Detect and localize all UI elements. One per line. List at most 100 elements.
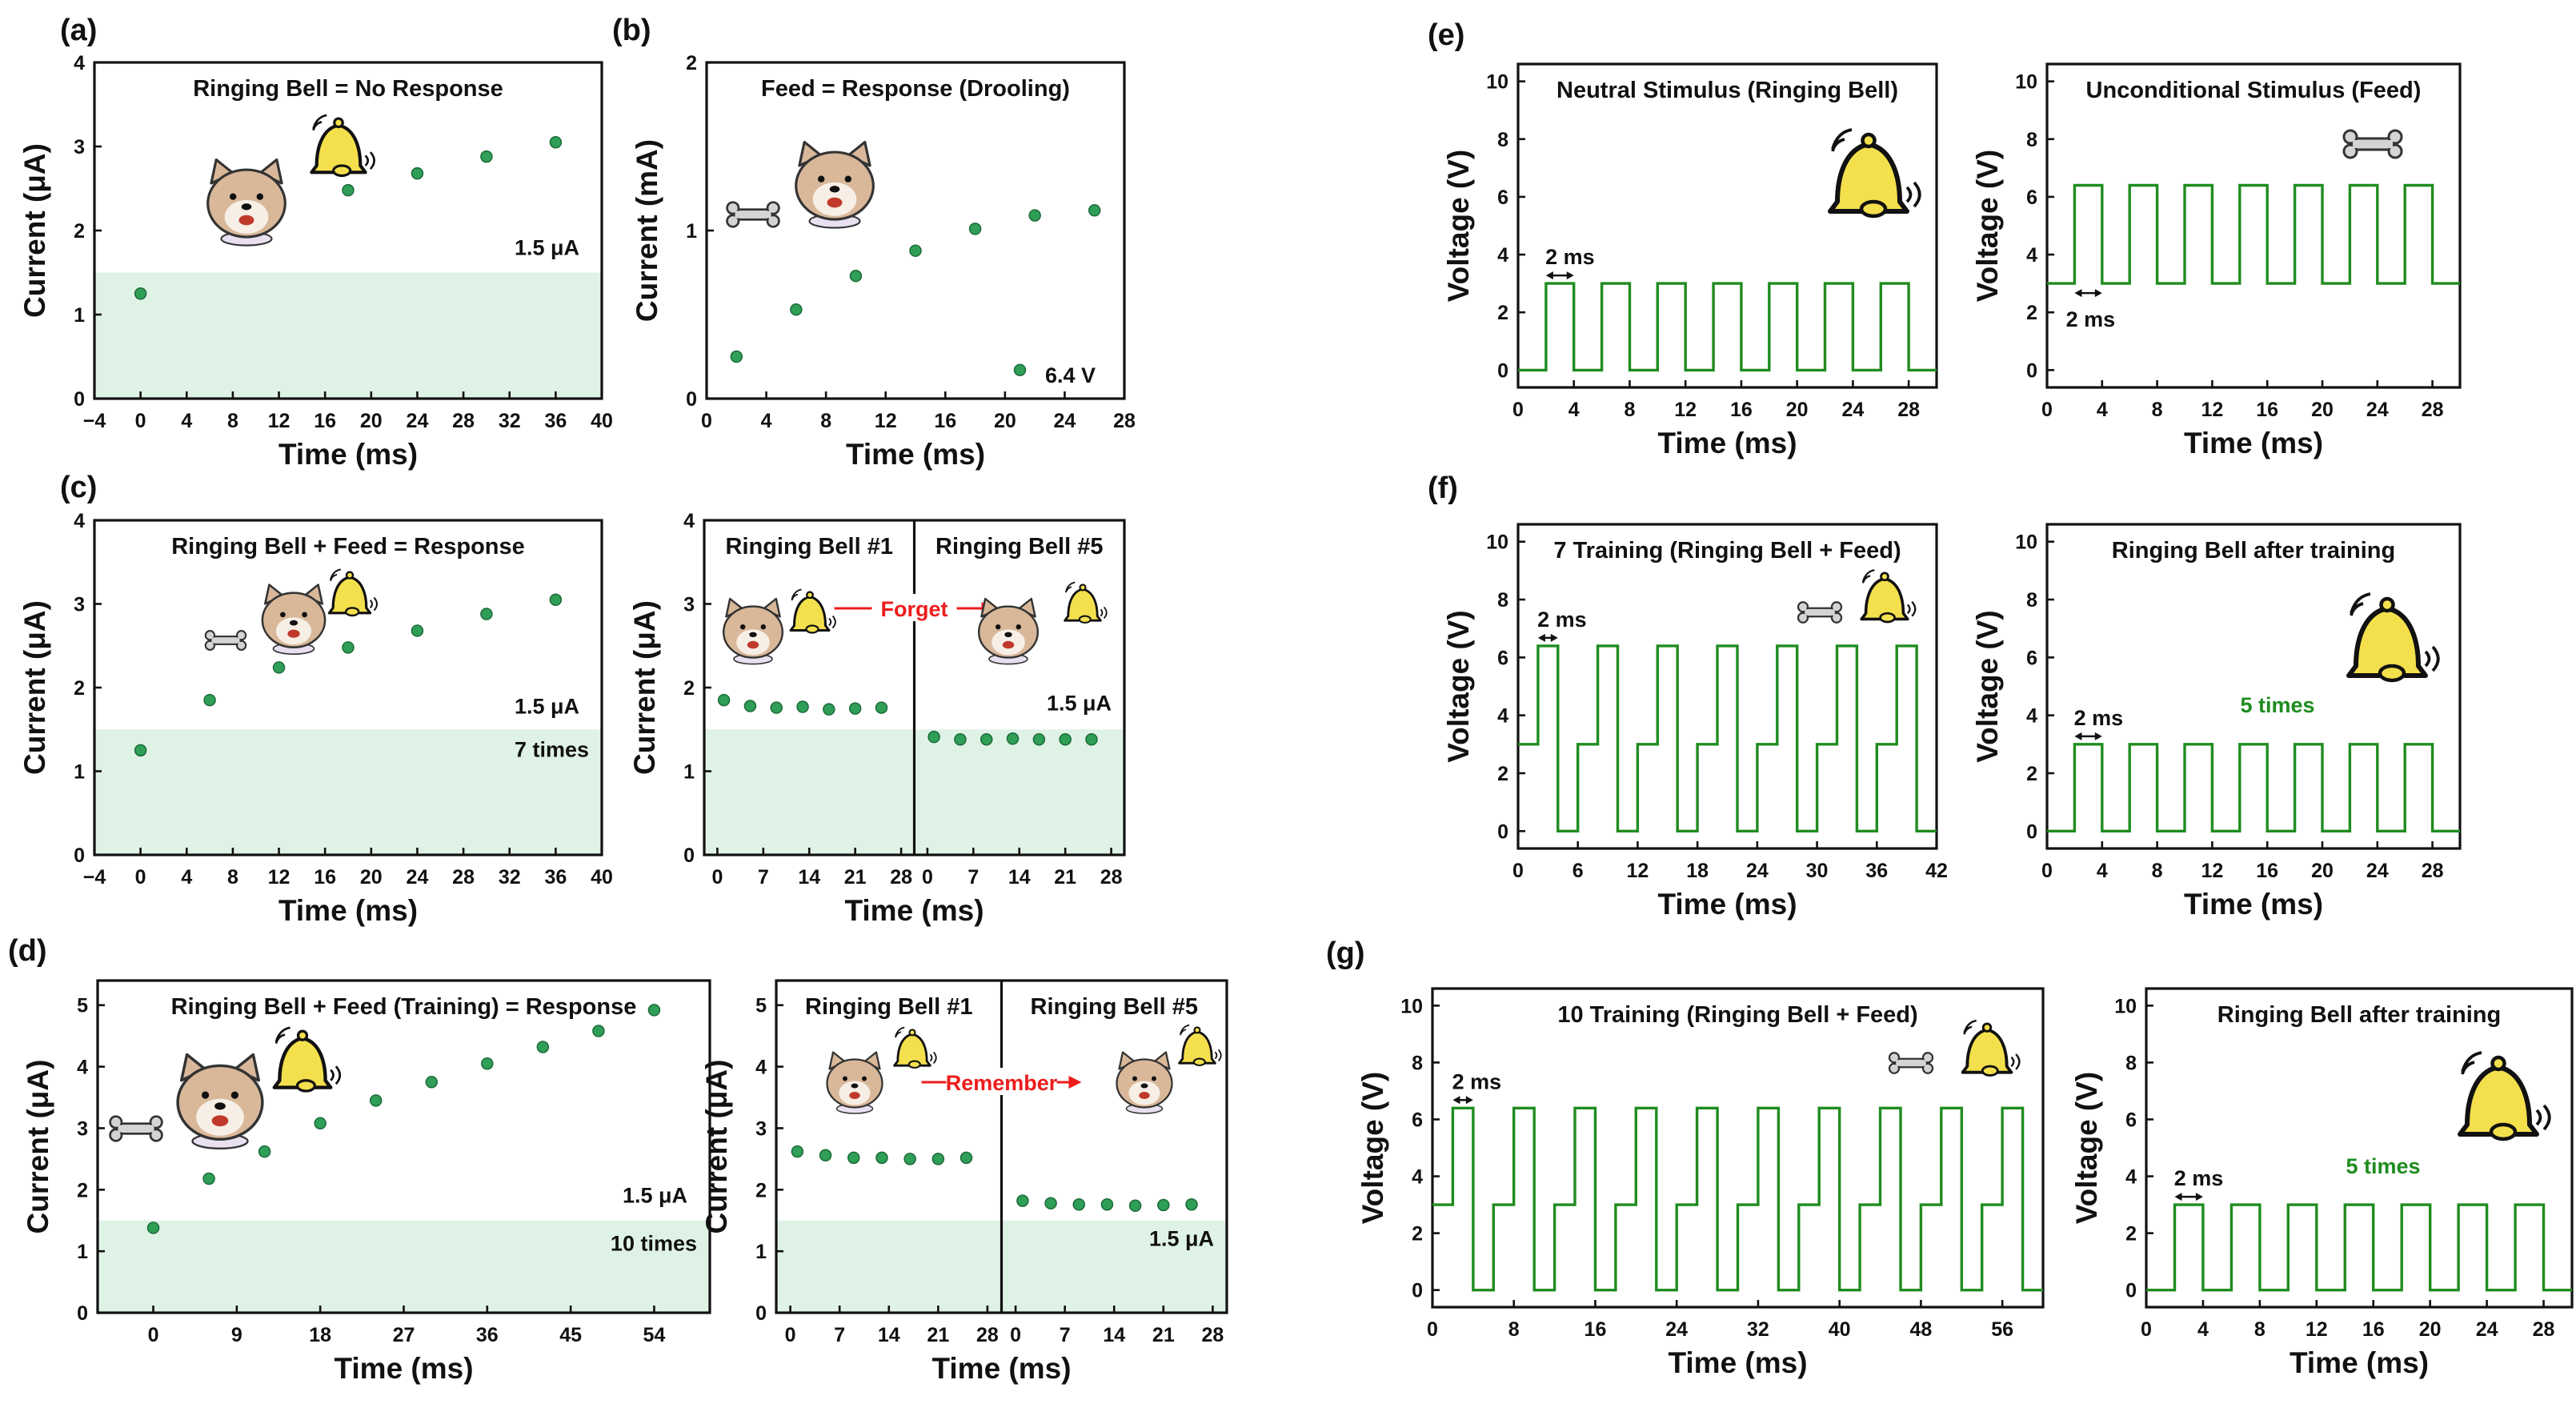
bell-icon bbox=[1860, 568, 1917, 624]
plot-frame bbox=[2045, 62, 2462, 389]
chart-d2: 0 1 2 3 4 5 0 7 14 21 28 Ringing Bell #1 0 7 14 21 28 Rin… bbox=[700, 979, 1228, 1385]
bell-icon bbox=[2349, 594, 2438, 680]
y-tick-label: 2 bbox=[2125, 1223, 2137, 1246]
panel-label-b: (b) bbox=[612, 14, 651, 47]
x-tick-label: −4 bbox=[83, 866, 106, 889]
y-axis-label: Voltage (V) bbox=[1442, 150, 1475, 303]
x-tick-label: 12 bbox=[268, 410, 290, 432]
x-tick-label: 28 bbox=[976, 1324, 999, 1346]
width-arrow-head-left bbox=[2174, 1193, 2182, 1201]
x-tick-label: 42 bbox=[1925, 860, 1948, 882]
data-point bbox=[875, 701, 888, 714]
data-point bbox=[1013, 363, 1027, 377]
x-tick-label: 4 bbox=[2197, 1318, 2209, 1341]
data-point bbox=[791, 1145, 804, 1158]
y-tick-label: 6 bbox=[2026, 647, 2037, 669]
y-axis-label: Current (μA) bbox=[628, 600, 661, 775]
data-point bbox=[342, 183, 355, 197]
y-axis-label: Voltage (V) bbox=[1442, 610, 1475, 763]
y-tick-label: 8 bbox=[2026, 129, 2037, 151]
x-tick-label: 16 bbox=[2362, 1318, 2385, 1341]
x-tick-label: 56 bbox=[1991, 1318, 2013, 1341]
y-tick-label: 8 bbox=[2026, 589, 2037, 612]
count-label: 5 times bbox=[2240, 693, 2314, 717]
y-tick-label: 2 bbox=[755, 1179, 767, 1201]
chart-title: 7 Training (Ringing Bell + Feed) bbox=[1553, 538, 1901, 564]
bell-icon bbox=[1178, 1024, 1223, 1067]
plot-frame bbox=[2145, 987, 2574, 1309]
dog-icon bbox=[261, 584, 327, 656]
y-tick-label: 6 bbox=[2026, 187, 2037, 209]
dog-icon bbox=[795, 140, 875, 230]
data-point bbox=[203, 693, 216, 707]
x-tick-label: 0 bbox=[2141, 1318, 2152, 1341]
data-point bbox=[592, 1025, 605, 1037]
data-point bbox=[848, 702, 862, 715]
count-label: 7 times bbox=[515, 737, 589, 761]
x-tick-label: 8 bbox=[1508, 1318, 1520, 1341]
y-tick-label: 5 bbox=[77, 995, 88, 1017]
y-tick-label: 4 bbox=[74, 52, 85, 74]
x-tick-label: 0 bbox=[711, 866, 723, 889]
x-tick-label: 28 bbox=[2422, 399, 2444, 421]
x-tick-label: 32 bbox=[1747, 1318, 1769, 1341]
data-point bbox=[743, 700, 757, 712]
x-tick-label: 20 bbox=[2311, 399, 2334, 421]
y-tick-label: 8 bbox=[1412, 1052, 1423, 1074]
data-point bbox=[1157, 1198, 1170, 1212]
x-axis-label: Time (ms) bbox=[278, 438, 418, 471]
chart-title: Ringing Bell after training bbox=[2217, 1002, 2501, 1028]
data-point bbox=[1016, 1194, 1029, 1207]
x-tick-label: 28 bbox=[1100, 866, 1123, 889]
dog-icon bbox=[176, 1053, 264, 1150]
x-tick-label: 32 bbox=[499, 410, 521, 432]
x-tick-label: 36 bbox=[476, 1324, 499, 1346]
data-point bbox=[1085, 733, 1098, 746]
width-arrow-head-left bbox=[2074, 289, 2082, 298]
data-point bbox=[1006, 732, 1020, 745]
bone-icon bbox=[109, 1115, 163, 1142]
data-point bbox=[549, 136, 563, 149]
data-point bbox=[849, 269, 863, 283]
data-point bbox=[549, 593, 563, 607]
x-axis-label: Time (ms) bbox=[846, 438, 985, 471]
pulse-width-label: 2 ms bbox=[2174, 1166, 2224, 1190]
y-tick-label: 1 bbox=[683, 761, 695, 784]
x-tick-label: 36 bbox=[544, 410, 567, 432]
y-tick-label: 2 bbox=[1497, 763, 1508, 785]
x-axis-label: Time (ms) bbox=[1657, 427, 1797, 459]
y-tick-label: 0 bbox=[1497, 820, 1508, 843]
data-point bbox=[1088, 204, 1101, 217]
data-point bbox=[146, 1221, 160, 1234]
width-arrow-head-right bbox=[2195, 1193, 2203, 1201]
x-tick-label: 32 bbox=[499, 866, 521, 889]
x-tick-label: 40 bbox=[591, 410, 613, 432]
chart-title: Ringing Bell + Feed (Training) = Respons… bbox=[171, 994, 637, 1020]
panel-label-f: (f) bbox=[1428, 471, 1458, 505]
y-tick-label: 1 bbox=[755, 1241, 767, 1263]
chart-title: 10 Training (Ringing Bell + Feed) bbox=[1557, 1002, 1917, 1028]
x-tick-label: 8 bbox=[2254, 1318, 2266, 1341]
threshold-label: 1.5 μA bbox=[1149, 1227, 1214, 1251]
x-tick-label: 12 bbox=[268, 866, 290, 889]
y-tick-label: 0 bbox=[683, 844, 695, 867]
y-tick-label: 0 bbox=[686, 388, 697, 411]
bone-icon bbox=[1797, 601, 1843, 624]
data-point bbox=[1100, 1197, 1114, 1211]
x-tick-label: 54 bbox=[643, 1324, 666, 1346]
x-tick-label: 14 bbox=[798, 866, 820, 889]
x-tick-label: 24 bbox=[1665, 1318, 1688, 1341]
y-tick-label: 0 bbox=[1412, 1280, 1423, 1302]
arrow-label: Remember bbox=[946, 1071, 1058, 1095]
voltage-trace bbox=[1432, 1106, 2043, 1292]
x-tick-label: 21 bbox=[1054, 866, 1076, 889]
y-tick-label: 4 bbox=[74, 510, 85, 532]
data-point bbox=[847, 1151, 860, 1165]
data-point bbox=[770, 701, 783, 714]
count-label: 5 times bbox=[2346, 1154, 2420, 1178]
x-tick-label: 24 bbox=[2366, 860, 2389, 882]
data-point bbox=[1059, 733, 1072, 746]
